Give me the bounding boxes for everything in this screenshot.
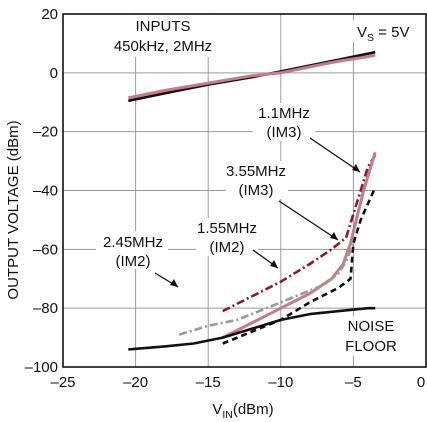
y-tick-label: –100 [25, 359, 58, 376]
y-axis-title: OUTPUT VOLTAGE (dBm) [5, 120, 22, 299]
x-tick-label: –10 [268, 374, 293, 391]
annot-3-55mhz-line1: 3.55MHz [226, 163, 286, 180]
annot-vs: VS = 5V [357, 24, 409, 44]
annot-noise-line1: NOISE [348, 318, 395, 335]
y-tick-label: 20 [41, 6, 58, 23]
x-axis-title-sub: IN [222, 409, 233, 421]
leader-3-55mhz [278, 200, 339, 241]
series-line-1 [128, 53, 376, 100]
annot-bg-inputs [112, 15, 222, 57]
x-axis-title-unit: (dBm) [233, 401, 274, 418]
y-tick-label: –80 [33, 300, 58, 317]
y-tick-label: –60 [33, 241, 58, 258]
x-axis-title-v: V [212, 401, 222, 418]
annot-3-55mhz-line2: (IM3) [239, 182, 274, 199]
x-tick-label: 0 [417, 374, 425, 391]
annot-inputs-line2: 450kHz, 2MHz [114, 38, 212, 55]
leader-1-1mhz [309, 137, 361, 173]
y-tick-label: –20 [33, 124, 58, 141]
annot-1-1mhz-line1: 1.1MHz [258, 105, 310, 122]
annot-bg-vs [352, 20, 418, 42]
annot-2-45mhz-line2: (IM2) [116, 253, 151, 270]
annot-vs-sub: S [367, 32, 374, 44]
arrowhead-2-45mhz [170, 279, 178, 287]
y-tick-label: –40 [33, 183, 58, 200]
plot-frame [62, 13, 427, 368]
annot-1-55mhz-line2: (IM2) [210, 239, 245, 256]
annot-bg-1-55mhz [196, 218, 258, 256]
arrowhead-3-55mhz [330, 232, 338, 240]
series-line-6 [128, 306, 376, 351]
series-layer [128, 50, 377, 351]
series-line-3 [222, 151, 377, 339]
x-axis-title: VIN(dBm) [212, 401, 273, 421]
x-tick-label: –5 [345, 374, 362, 391]
x-tick-label: –25 [50, 374, 75, 391]
arrowhead-1-55mhz [270, 260, 278, 268]
annot-bg-3-55mhz [226, 161, 288, 199]
annot-1-1mhz-line2: (IM3) [267, 124, 302, 141]
annot-inputs-line1: INPUTS [135, 18, 190, 35]
annot-2-45mhz-line1: 2.45MHz [103, 234, 163, 251]
x-tick-label: –20 [123, 374, 148, 391]
annot-noise-line2: FLOOR [345, 338, 397, 355]
annotation-backgrounds [96, 15, 418, 356]
arrowhead-1-1mhz [352, 164, 360, 172]
annot-vs-v: V [357, 24, 367, 41]
series-line-5 [178, 242, 355, 336]
series-line-2 [222, 154, 377, 313]
y-tick-label: 0 [50, 65, 58, 82]
arrowheads [170, 164, 360, 287]
x-tick-label: –15 [196, 374, 221, 391]
annot-bg-1-1mhz [253, 103, 315, 141]
annot-1-55mhz-line1: 1.55MHz [197, 220, 257, 237]
annot-bg-noise [342, 316, 400, 356]
annot-vs-value: = 5V [374, 24, 409, 41]
annot-bg-2-45mhz [96, 231, 168, 269]
leader-lines [154, 137, 361, 288]
series-line-4 [222, 187, 377, 345]
tick-labels: –25 –20 –15 –10 –5 0 –100 –80 –60 –40 –20 0 20 [25, 6, 426, 391]
